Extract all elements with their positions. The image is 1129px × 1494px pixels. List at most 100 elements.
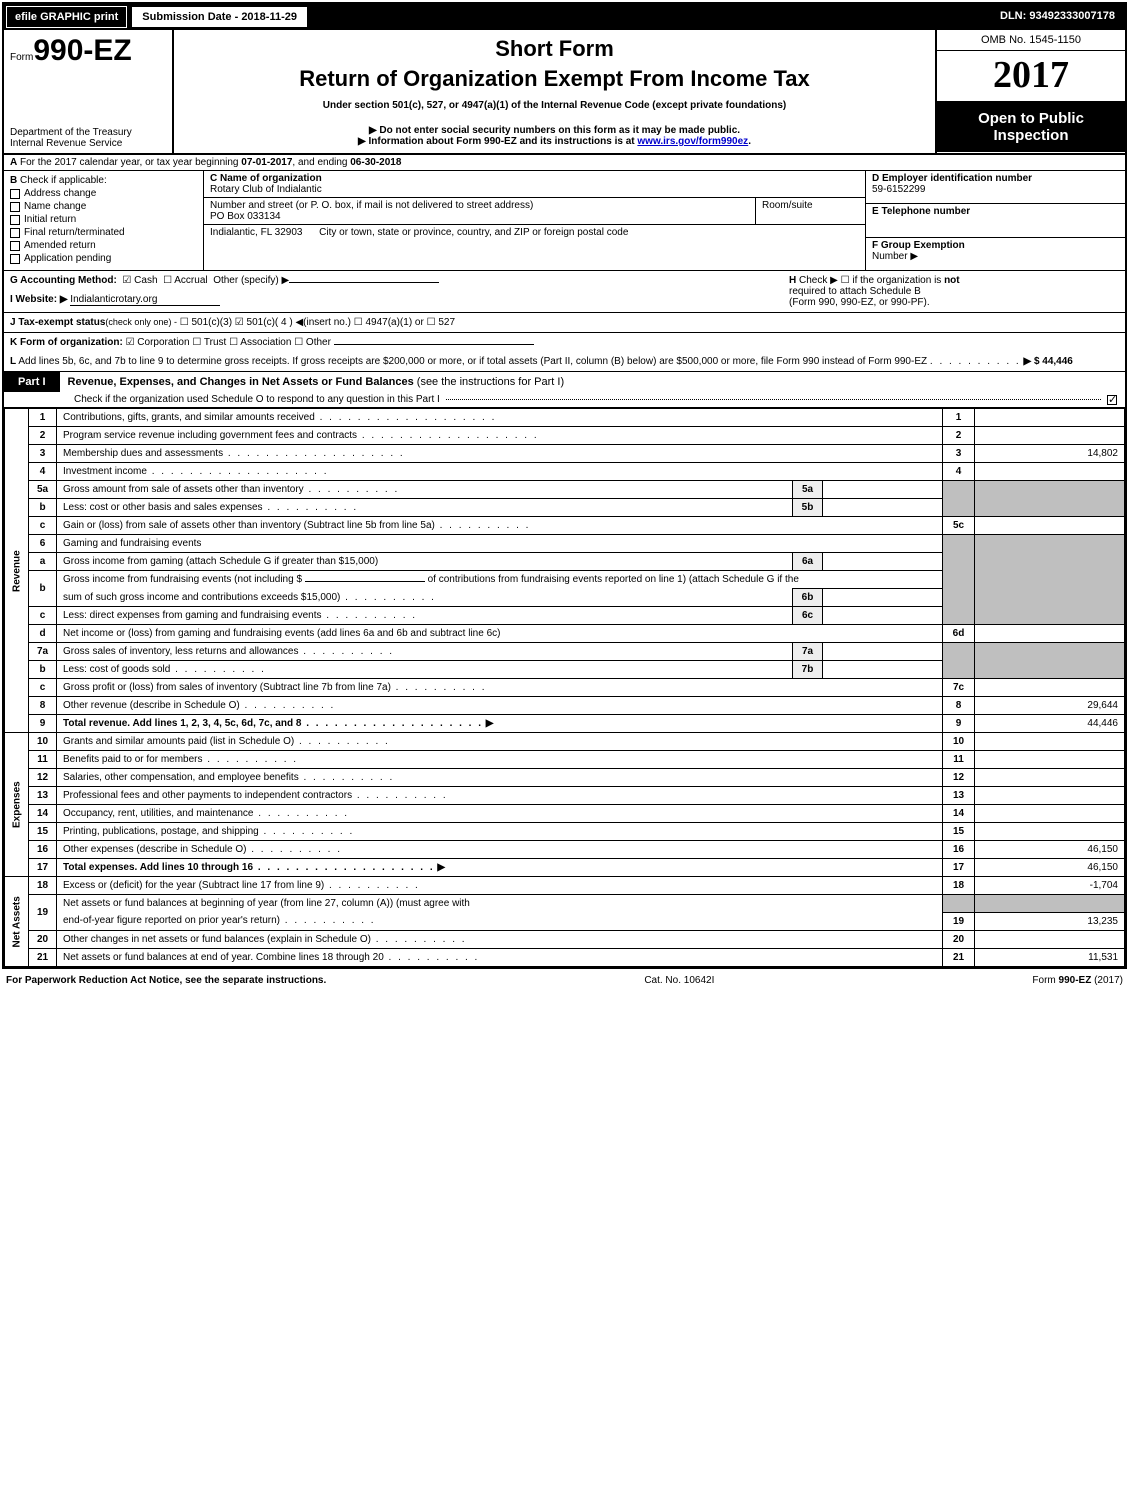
numcol: 18 — [943, 877, 975, 895]
address-cell: Number and street (or P. O. box, if mail… — [204, 198, 865, 225]
j-label: J Tax-exempt status — [10, 317, 105, 328]
chk-address-change[interactable]: Address change — [10, 188, 197, 199]
return-title: Return of Organization Exempt From Incom… — [180, 66, 929, 92]
end-date: 06-30-2018 — [350, 157, 401, 168]
lineno: c — [29, 517, 57, 535]
numcol: 21 — [943, 948, 975, 966]
part1-check-text: Check if the organization used Schedule … — [74, 394, 440, 405]
chk-amended-return[interactable]: Amended return — [10, 240, 197, 251]
part1-title-thin: (see the instructions for Part I) — [417, 376, 564, 388]
col-b-text: Check if applicable: — [17, 175, 107, 186]
lineno: d — [29, 625, 57, 643]
room-label: Room/suite — [762, 200, 859, 211]
line6d-desc: Net income or (loss) from gaming and fun… — [57, 625, 943, 643]
chk-final-return[interactable]: Final return/terminated — [10, 227, 197, 238]
addr-val: PO Box 033134 — [210, 211, 761, 222]
shaded-cell — [943, 895, 975, 913]
row-gh: G Accounting Method: ☑ Cash ☐ Accrual Ot… — [4, 271, 1125, 313]
arrow-icon: ▶ — [486, 718, 494, 729]
numcol: 2 — [943, 427, 975, 445]
chk-application-pending[interactable]: Application pending — [10, 253, 197, 264]
line11-val — [975, 751, 1125, 769]
numcol: 3 — [943, 445, 975, 463]
line10-val — [975, 733, 1125, 751]
line3-desc: Membership dues and assessments — [57, 445, 943, 463]
line7c-desc: Gross profit or (loss) from sales of inv… — [57, 679, 943, 697]
checkbox-icon — [10, 241, 20, 251]
line21-desc: Net assets or fund balances at end of ye… — [57, 948, 943, 966]
line20-desc: Other changes in net assets or fund bala… — [57, 930, 943, 948]
footer-right-a: Form — [1032, 975, 1058, 986]
ein-val: 59-6152299 — [872, 184, 1119, 195]
chk-name-change[interactable]: Name change — [10, 201, 197, 212]
line17-desc: Total expenses. Add lines 10 through 16 … — [57, 859, 943, 877]
chk-initial-return[interactable]: Initial return — [10, 214, 197, 225]
chk-label: Amended return — [24, 240, 96, 251]
under-section: Under section 501(c), 527, or 4947(a)(1)… — [180, 100, 929, 111]
lineno: a — [29, 553, 57, 571]
efile-badge: efile GRAPHIC print — [6, 6, 127, 28]
line9-val: 44,446 — [975, 715, 1125, 733]
header-left: Form990-EZ Department of the Treasury In… — [4, 30, 174, 153]
numcol: 4 — [943, 463, 975, 481]
line16-desc: Other expenses (describe in Schedule O) — [57, 841, 943, 859]
k-other-line[interactable] — [334, 344, 534, 345]
line6b-b: of contributions from fundraising events… — [425, 574, 799, 585]
line6-desc: Gaming and fundraising events — [57, 535, 943, 553]
lineno: 13 — [29, 787, 57, 805]
line6b-subval — [823, 589, 943, 607]
line16-val: 46,150 — [975, 841, 1125, 859]
line5c-desc: Gain or (loss) from sale of assets other… — [57, 517, 943, 535]
dln: DLN: 93492333007178 — [992, 6, 1123, 28]
lineno: 15 — [29, 823, 57, 841]
numcol: 9 — [943, 715, 975, 733]
line6c-desc: Less: direct expenses from gaming and fu… — [57, 607, 793, 625]
form-page: efile GRAPHIC print Submission Date - 20… — [2, 2, 1127, 969]
line6c-subval — [823, 607, 943, 625]
lineno: 11 — [29, 751, 57, 769]
line19-val: 13,235 — [975, 912, 1125, 930]
line18-desc: Excess or (deficit) for the year (Subtra… — [57, 877, 943, 895]
numcol: 16 — [943, 841, 975, 859]
chk-label: Final return/terminated — [24, 227, 125, 238]
lineno: 4 — [29, 463, 57, 481]
website-val: Indialanticrotary.org — [70, 294, 220, 306]
lineno: 3 — [29, 445, 57, 463]
numcol: 10 — [943, 733, 975, 751]
omb-number: OMB No. 1545-1150 — [937, 30, 1125, 51]
numcol: 6d — [943, 625, 975, 643]
shaded-cell — [943, 643, 975, 679]
sublabel: 5b — [793, 499, 823, 517]
numcol: 12 — [943, 769, 975, 787]
schedule-o-checkbox[interactable] — [1107, 395, 1117, 405]
footer-right-c: (2017) — [1091, 975, 1123, 986]
col-def: D Employer identification number 59-6152… — [865, 171, 1125, 270]
h-text2: required to attach Schedule B — [789, 286, 1119, 297]
row-a-mid: , and ending — [292, 157, 350, 168]
line21-val: 11,531 — [975, 948, 1125, 966]
info-link[interactable]: www.irs.gov/form990ez — [637, 136, 748, 147]
lineno: 2 — [29, 427, 57, 445]
lineno: 10 — [29, 733, 57, 751]
line6b-a: Gross income from fundraising events (no… — [63, 574, 305, 585]
k-label: K Form of organization: — [10, 337, 123, 348]
numcol: 20 — [943, 930, 975, 948]
chk-label: Application pending — [24, 253, 111, 264]
line7c-val — [975, 679, 1125, 697]
lineno: 6 — [29, 535, 57, 553]
lineno: 1 — [29, 409, 57, 427]
shaded-cell — [975, 535, 1125, 625]
row-a: A For the 2017 calendar year, or tax yea… — [4, 155, 1125, 171]
numcol: 1 — [943, 409, 975, 427]
lines-table: Revenue 1 Contributions, gifts, grants, … — [4, 408, 1125, 967]
row-l: L Add lines 5b, 6c, and 7b to line 9 to … — [4, 352, 1125, 372]
checkbox-icon — [10, 228, 20, 238]
line7b-subval — [823, 661, 943, 679]
blank-amount[interactable] — [305, 581, 425, 582]
line6b-desc: Gross income from fundraising events (no… — [57, 571, 943, 589]
numcol: 5c — [943, 517, 975, 535]
other-specify-line[interactable] — [289, 282, 439, 283]
lineno: 7a — [29, 643, 57, 661]
line8-val: 29,644 — [975, 697, 1125, 715]
shaded-cell — [975, 895, 1125, 913]
